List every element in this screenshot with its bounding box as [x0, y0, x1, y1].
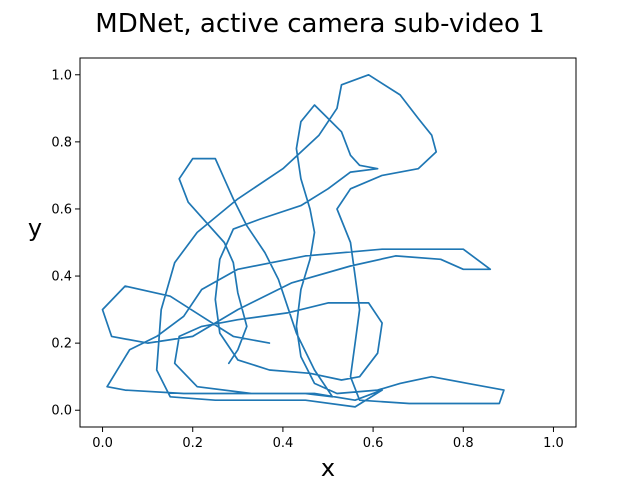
y-tick-label-4: 0.8	[51, 135, 72, 150]
x-tick-label-1: 0.2	[182, 436, 203, 451]
x-tick-label-0: 0.0	[92, 436, 113, 451]
y-axis: 0.0 0.2 0.4 0.6 0.8 1.0	[51, 68, 80, 419]
x-tick-label-2: 0.4	[273, 436, 294, 451]
x-tick-label-5: 1.0	[543, 436, 564, 451]
y-tick-label-3: 0.6	[51, 202, 72, 217]
y-tick-label-5: 1.0	[51, 68, 72, 83]
y-tick-label-1: 0.2	[51, 337, 72, 352]
x-axis: 0.0 0.2 0.4 0.6 0.8 1.0	[92, 427, 564, 451]
trajectory-line-0	[101, 73, 505, 408]
y-tick-label-0: 0.0	[51, 404, 72, 419]
y-axis-label: y	[28, 214, 42, 242]
plot-frame	[79, 57, 577, 428]
chart-title: MDNet, active camera sub-video 1	[95, 9, 544, 39]
y-tick-label-2: 0.4	[51, 270, 72, 285]
plot-area	[101, 73, 505, 408]
x-axis-label: x	[321, 454, 335, 480]
x-tick-label-4: 0.8	[453, 436, 474, 451]
x-tick-label-3: 0.6	[363, 436, 384, 451]
